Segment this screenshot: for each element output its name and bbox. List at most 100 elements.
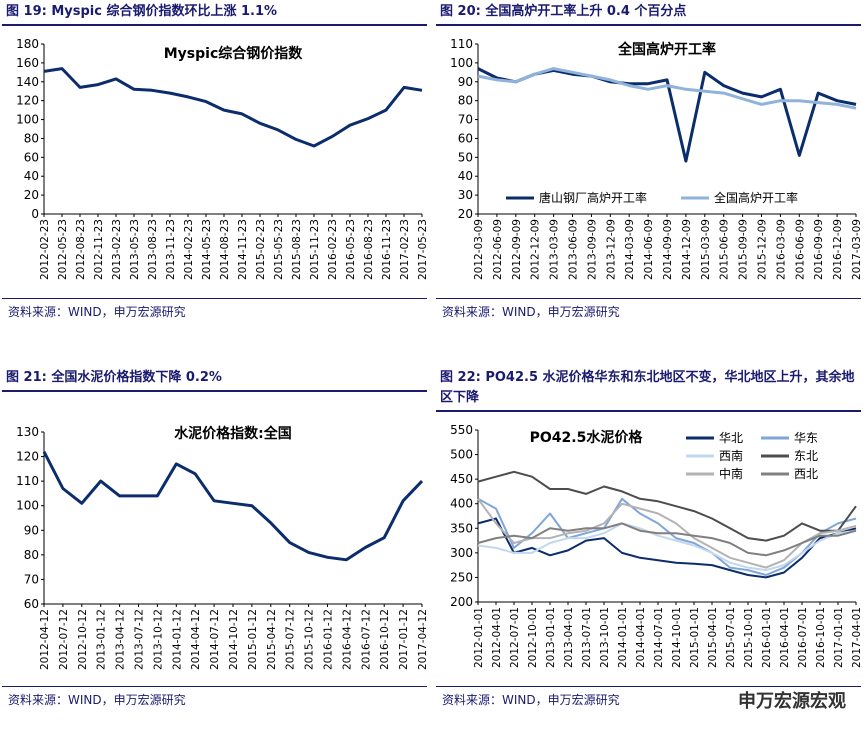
x-tick-label: 2014-10-01 xyxy=(671,607,683,668)
y-tick-label: 120 xyxy=(16,94,39,108)
y-tick-label: 60 xyxy=(24,597,39,611)
x-tick-label: 2014-11-23 xyxy=(237,219,249,280)
y-tick-label: 70 xyxy=(24,572,39,586)
x-tick-label: 2015-04-12 xyxy=(266,609,278,670)
x-tick-label: 2016-01-12 xyxy=(323,609,335,670)
y-tick-label: 80 xyxy=(24,548,39,562)
legend-label: 西南 xyxy=(719,448,743,463)
x-tick-label: 2012-12-09 xyxy=(530,219,542,280)
source-note: 资料来源：WIND，申万宏源研究 xyxy=(436,298,861,324)
x-tick-label: 2013-05-23 xyxy=(129,219,141,280)
y-tick-label: 110 xyxy=(450,37,473,51)
x-tick-label: 2012-03-09 xyxy=(473,219,485,280)
x-tick-label: 2014-04-01 xyxy=(635,607,647,668)
y-tick-label: 30 xyxy=(458,188,473,202)
y-tick-label: 500 xyxy=(450,448,473,462)
y-tick-label: 250 xyxy=(450,570,473,584)
x-tick-label: 2014-04-12 xyxy=(190,609,202,670)
y-tick-label: 550 xyxy=(450,423,473,437)
x-tick-label: 2016-02-23 xyxy=(327,219,339,280)
legend-label: 中南 xyxy=(719,466,743,481)
chart-steel-index: 0 20 40 60 80 100 120 140 160 180 2012-02-23 2012-0… xyxy=(16,37,427,280)
chart-title: 水泥价格指数:全国 xyxy=(174,425,292,442)
x-tick-label: 2013-04-01 xyxy=(563,607,575,668)
x-tick-label: 2012-02-23 xyxy=(39,219,51,280)
y-tick-label: 40 xyxy=(24,169,39,183)
y-tick-label: 200 xyxy=(450,595,473,609)
y-tick-label: 110 xyxy=(16,474,39,488)
y-tick-label: 80 xyxy=(24,131,39,145)
x-tick-label: 2013-06-09 xyxy=(568,219,580,280)
y-tick-label: 70 xyxy=(458,113,473,127)
x-tick-label: 2014-12-09 xyxy=(681,219,693,280)
x-tick-label: 2017-01-01 xyxy=(833,607,845,668)
y-tick-label: 80 xyxy=(458,94,473,108)
legend-label: 全国高炉开工率 xyxy=(714,190,798,205)
x-tick-label: 2013-03-09 xyxy=(549,219,561,280)
x-tick-label: 2016-08-23 xyxy=(363,219,375,280)
y-tick-label: 50 xyxy=(458,150,473,164)
legend-label: 唐山钢厂高炉开工率 xyxy=(539,190,647,205)
y-tick-label: 300 xyxy=(450,546,473,560)
y-tick-label: 400 xyxy=(450,497,473,511)
x-tick-label: 2017-04-12 xyxy=(417,609,427,670)
x-tick-label: 2016-09-09 xyxy=(813,219,825,280)
y-tick-label: 140 xyxy=(16,75,39,89)
y-tick-label: 40 xyxy=(458,169,473,183)
series-line-0 xyxy=(477,517,857,579)
y-tick-label: 120 xyxy=(16,450,39,464)
x-tick-label: 2014-07-12 xyxy=(209,609,221,670)
legend-label: 华北 xyxy=(719,431,743,445)
x-tick-label: 2012-06-09 xyxy=(492,219,504,280)
chart-cement-regional: 200 250 300 350 400 450 500 550 2012-01-01 2012-0… xyxy=(450,423,861,668)
legend-label: 西北 xyxy=(794,467,818,481)
y-tick-label: 450 xyxy=(450,472,473,486)
x-tick-label: 2016-04-12 xyxy=(341,609,353,670)
chart-title: Myspic综合钢价指数 xyxy=(164,45,304,62)
chart-cement-index: 60 70 80 90 100 110 120 130 2012-04-12 2012-07-12… xyxy=(16,425,427,670)
x-tick-label: 2012-05-23 xyxy=(57,219,69,280)
panel-heading: 图 19: Myspic 综合钢价指数环比上涨 1.1% xyxy=(2,0,427,26)
x-tick-label: 2013-12-09 xyxy=(605,219,617,280)
x-tick-label: 2012-08-23 xyxy=(75,219,87,280)
x-tick-label: 2015-02-23 xyxy=(255,219,267,280)
series-line-4 xyxy=(477,498,857,569)
x-tick-label: 2014-03-09 xyxy=(624,219,636,280)
x-tick-label: 2015-08-23 xyxy=(291,219,303,280)
x-tick-label: 2015-07-12 xyxy=(285,609,297,670)
x-tick-label: 2013-09-09 xyxy=(586,219,598,280)
x-tick-label: 2017-03-09 xyxy=(851,219,861,280)
x-tick-label: 2014-01-12 xyxy=(171,609,183,670)
y-tick-label: 20 xyxy=(24,188,39,202)
panel-cement-index: 图 21: 全国水泥价格指数下降 0.2% 60 70 80 90 100 110 120 1… xyxy=(2,366,427,721)
x-tick-label: 2017-05-23 xyxy=(417,219,427,280)
x-tick-label: 2013-11-23 xyxy=(165,219,177,280)
x-tick-label: 2015-10-01 xyxy=(743,607,755,668)
x-tick-label: 2012-11-23 xyxy=(93,219,105,280)
x-tick-label: 2014-09-09 xyxy=(662,219,674,280)
x-tick-label: 2013-10-01 xyxy=(599,607,611,668)
y-tick-label: 180 xyxy=(16,37,39,51)
x-tick-label: 2017-01-12 xyxy=(398,609,410,670)
x-tick-label: 2012-01-01 xyxy=(473,607,485,668)
x-tick-label: 2014-10-12 xyxy=(228,609,240,670)
chart-title: 全国高炉开工率 xyxy=(617,41,716,58)
series-line-0 xyxy=(43,67,423,148)
y-tick-label: 100 xyxy=(16,113,39,127)
x-tick-label: 2014-05-23 xyxy=(201,219,213,280)
y-tick-label: 100 xyxy=(16,499,39,513)
x-tick-label: 2012-10-12 xyxy=(77,609,89,670)
watermark: 申万宏源宏观 xyxy=(738,691,846,712)
x-tick-label: 2016-03-09 xyxy=(775,219,787,280)
legend-label: 东北 xyxy=(794,449,818,463)
x-tick-label: 2014-07-01 xyxy=(653,607,665,668)
legend-label: 华东 xyxy=(794,431,818,445)
panel-heading: 图 22: PO42.5 水泥价格华东和东北地区不变，华北地区上升，其余地区下降 xyxy=(436,366,861,412)
x-tick-label: 2013-02-23 xyxy=(111,219,123,280)
x-tick-label: 2015-01-01 xyxy=(689,607,701,668)
x-tick-label: 2016-12-09 xyxy=(832,219,844,280)
y-tick-label: 350 xyxy=(450,521,473,535)
panel-blast-furnace: 图 20: 全国高炉开工率上升 0.4 个百分点 20 30 40 50 60 70 80 9… xyxy=(436,0,861,325)
x-tick-label: 2012-04-01 xyxy=(491,607,503,668)
x-tick-label: 2012-09-09 xyxy=(511,219,523,280)
